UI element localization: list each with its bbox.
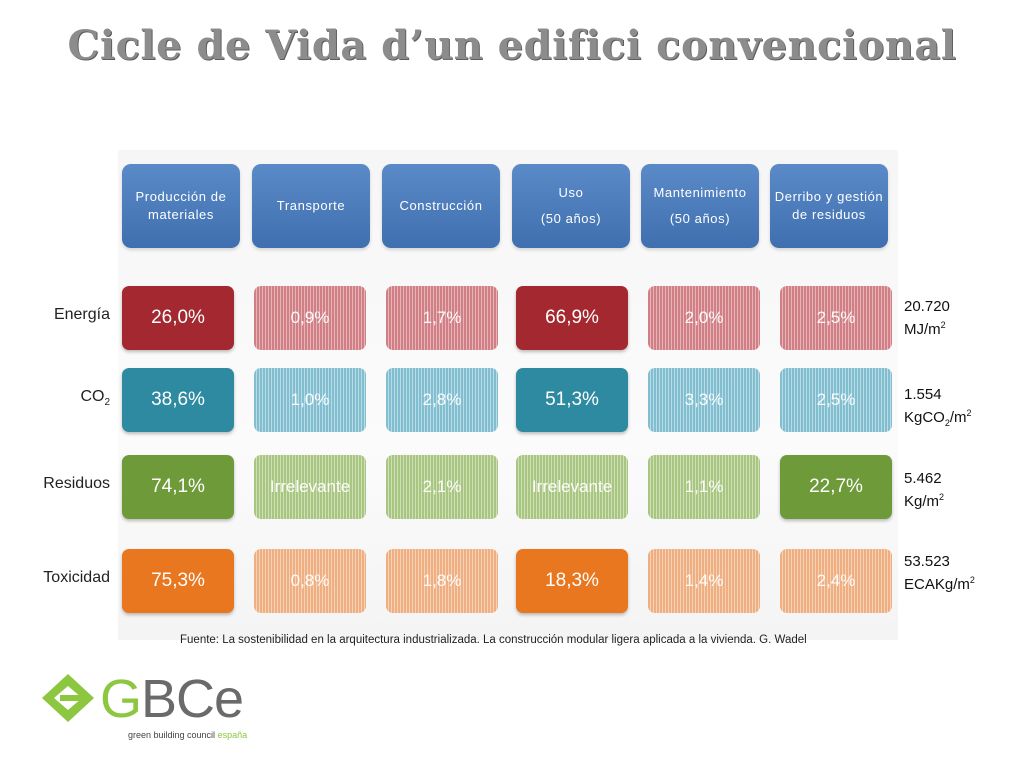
column-header: Derribo y gestión de residuos [770,164,888,248]
logo-tagline: green building council españa [128,730,247,740]
table-cell: 2,1% [386,455,498,519]
logo-tagline-text: green building council [128,730,216,740]
column-header-label: Construcción [399,198,483,213]
table-cell: 1,0% [254,368,366,432]
row-label: Energía [53,306,110,323]
column-header: Transporte [252,164,370,248]
arrow-icon [42,674,94,722]
table-cell: 2,5% [780,286,892,350]
column-header-label: Derribo y gestión de residuos [774,189,884,222]
column-header: Mantenimiento (50 años) [641,164,759,248]
column-header: Construcción [382,164,500,248]
row-total: 53.523 ECAKg/m2 [904,553,975,593]
logo-tagline-country: españa [217,730,248,740]
row-total: 20.720 MJ/m2 [904,298,950,338]
column-header: Producción de materiales [122,164,240,248]
logo-letters: BCe [141,669,244,729]
table-cell: 1,7% [386,286,498,350]
logo-letter-g: G [100,669,142,729]
row-label: Toxicidad [43,569,110,586]
table-cell: 2,0% [648,286,760,350]
source-note: Fuente: La sostenibilidad en la arquitec… [180,634,807,646]
column-header-label: Transporte [276,198,346,213]
table-cell: 26,0% [122,286,234,350]
row-total: 1.554 KgCO2/m2 [904,386,972,428]
table-cell: 75,3% [122,549,234,613]
column-header-label: Uso [558,185,584,200]
table-cell: 38,6% [122,368,234,432]
gbce-logo [42,674,94,722]
table-cell: 0,9% [254,286,366,350]
row-total: 5.462 Kg/m2 [904,470,945,510]
row-label: CO2 [80,388,110,409]
table-cell: 1,1% [648,455,760,519]
table-cell: 3,3% [648,368,760,432]
table-cell: 0,8% [254,549,366,613]
row-label: Residuos [43,475,110,492]
table-cell: 2,8% [386,368,498,432]
column-header-label: Mantenimiento [653,185,747,200]
slide-title: Cicle de Vida d’un edifici convencional [67,22,957,69]
column-header-sub: (50 años) [540,211,602,226]
table-cell: 22,7% [780,455,892,519]
logo-wordmark: GBCe [100,668,244,730]
table-cell: 74,1% [122,455,234,519]
column-header-label: Producción de materiales [135,189,227,222]
table-cell: 18,3% [516,549,628,613]
table-cell: 1,4% [648,549,760,613]
table-cell: Irrelevante [516,455,628,519]
column-header-sub: (50 años) [669,211,731,226]
table-cell: 2,5% [780,368,892,432]
table-cell: 2,4% [780,549,892,613]
table-cell: 51,3% [516,368,628,432]
column-header: Uso (50 años) [512,164,630,248]
chart-panel [118,150,898,640]
table-cell: 66,9% [516,286,628,350]
table-cell: 1,8% [386,549,498,613]
table-cell: Irrelevante [254,455,366,519]
